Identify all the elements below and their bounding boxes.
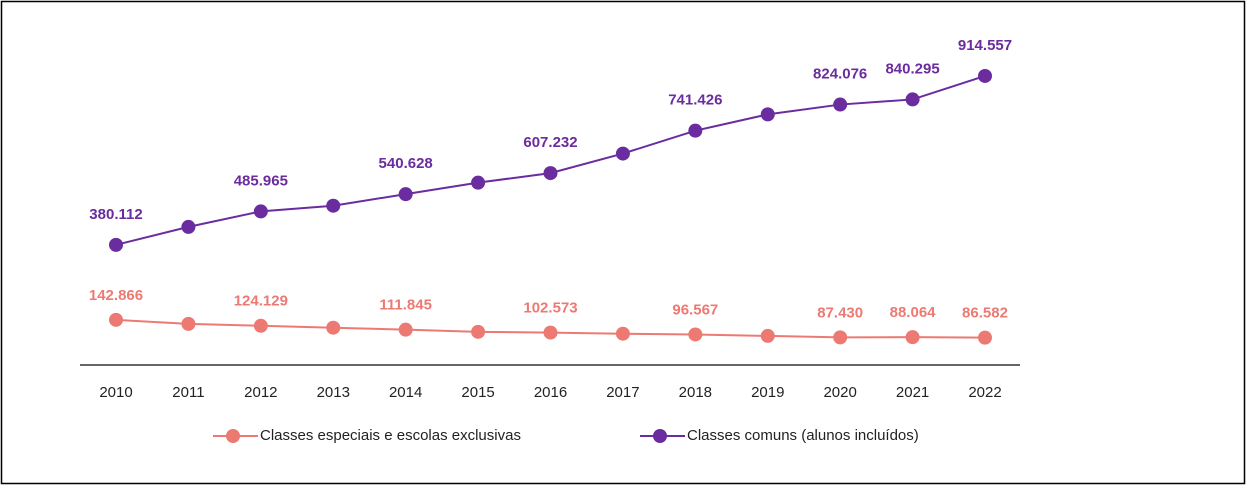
legend-label: Classes especiais e escolas exclusivas [260,427,521,444]
x-tick-label: 2016 [534,384,567,401]
point [181,219,196,234]
point [833,330,848,345]
x-tick-label: 2014 [389,384,422,401]
x-tick-label: 2010 [99,384,132,401]
legend-label: Classes comuns (alunos incluídos) [687,427,919,444]
value-label: 840.295 [885,60,939,77]
legend-marker [653,429,667,443]
x-tick-label: 2019 [751,384,784,401]
value-label: 485.965 [234,172,288,189]
value-label: 124.129 [234,293,288,310]
point [109,237,123,252]
x-tick-label: 2020 [823,384,856,401]
point [471,324,486,339]
value-label: 741.426 [668,92,722,109]
point [543,166,558,181]
x-tick-label: 2013 [317,384,350,401]
point [688,327,703,342]
point [688,123,703,138]
point [978,68,992,83]
point [471,175,486,190]
x-tick-label: 2022 [968,384,1001,401]
point [398,187,413,202]
x-tick-label: 2012 [244,384,277,401]
value-label: 111.845 [379,297,432,314]
point [760,328,775,343]
value-label: 824.076 [813,66,867,83]
point [398,322,413,337]
x-tick-label: 2015 [461,384,494,401]
point [253,318,268,333]
point [326,198,341,213]
value-label: 142.866 [89,287,143,304]
point [760,107,775,122]
series-line [115,75,986,246]
point [543,325,558,340]
point [905,92,920,107]
point [615,146,630,161]
x-tick-label: 2021 [896,384,929,401]
point [109,312,123,327]
point [181,316,196,331]
value-label: 96.567 [672,301,718,318]
value-label: 86.582 [962,305,1008,322]
legend-marker [226,429,240,443]
point [978,330,992,345]
value-label: 914.557 [958,37,1012,54]
point [905,330,920,345]
value-label: 540.628 [379,155,433,172]
point [615,326,630,341]
value-label: 102.573 [523,300,577,317]
point [833,97,848,112]
x-tick-label: 2018 [679,384,712,401]
value-label: 88.064 [890,304,937,321]
value-label: 380.112 [89,206,142,223]
value-label: 87.430 [817,304,863,321]
x-tick-label: 2011 [172,384,204,401]
value-label: 607.232 [523,134,577,151]
point [253,204,268,219]
x-tick-label: 2017 [606,384,639,401]
point [326,320,341,335]
